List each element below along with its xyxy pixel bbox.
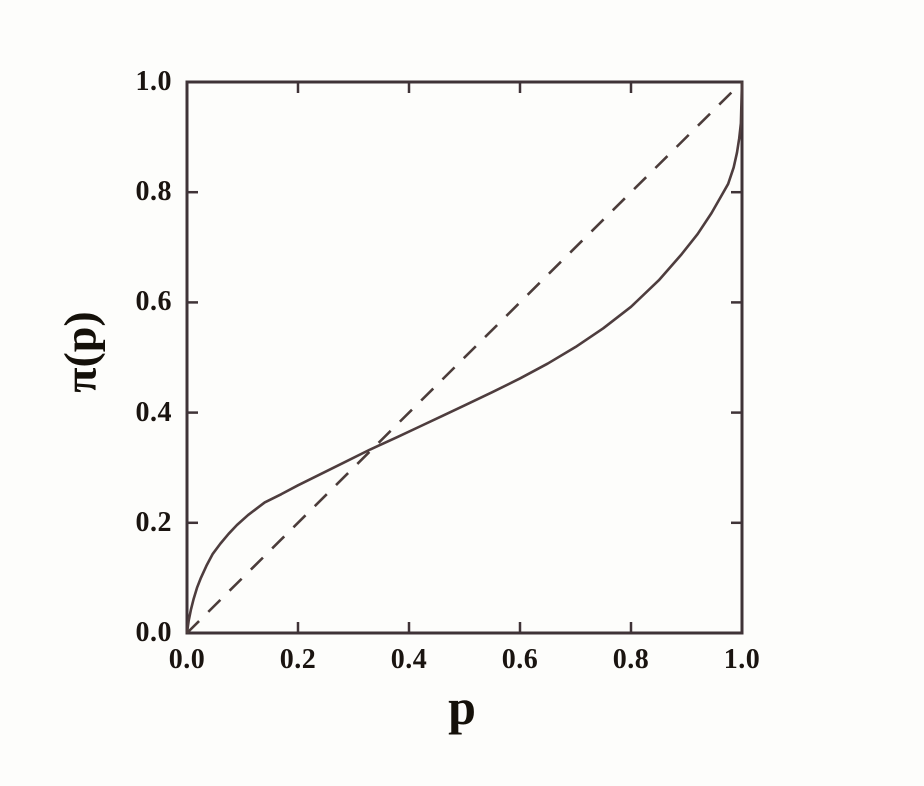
identity-line: [186, 81, 743, 634]
x-tick-label-0.8: 0.8: [612, 644, 650, 675]
probability-weighting-curve: [185, 81, 744, 634]
y-axis-label: π(p): [54, 311, 106, 393]
x-tick-label-0.0: 0.0: [168, 644, 206, 675]
axes-box: [185, 80, 744, 635]
y-tick-label-0.4: 0.4: [135, 396, 172, 428]
y-tick-label-0.6: 0.6: [135, 286, 172, 318]
x-tick-label-0.6: 0.6: [501, 644, 539, 675]
y-tick-label-0.8: 0.8: [135, 176, 172, 208]
y-tick-label-0.2: 0.2: [135, 506, 172, 538]
x-axis-label: p: [448, 679, 476, 735]
x-tick-label-1.0: 1.0: [723, 644, 761, 675]
y-tick-label-1.0: 1.0: [135, 66, 172, 97]
x-tick-label-0.2: 0.2: [279, 644, 317, 675]
x-tick-label-0.4: 0.4: [390, 644, 428, 675]
y-tick-label-0.0: 0.0: [135, 617, 172, 648]
